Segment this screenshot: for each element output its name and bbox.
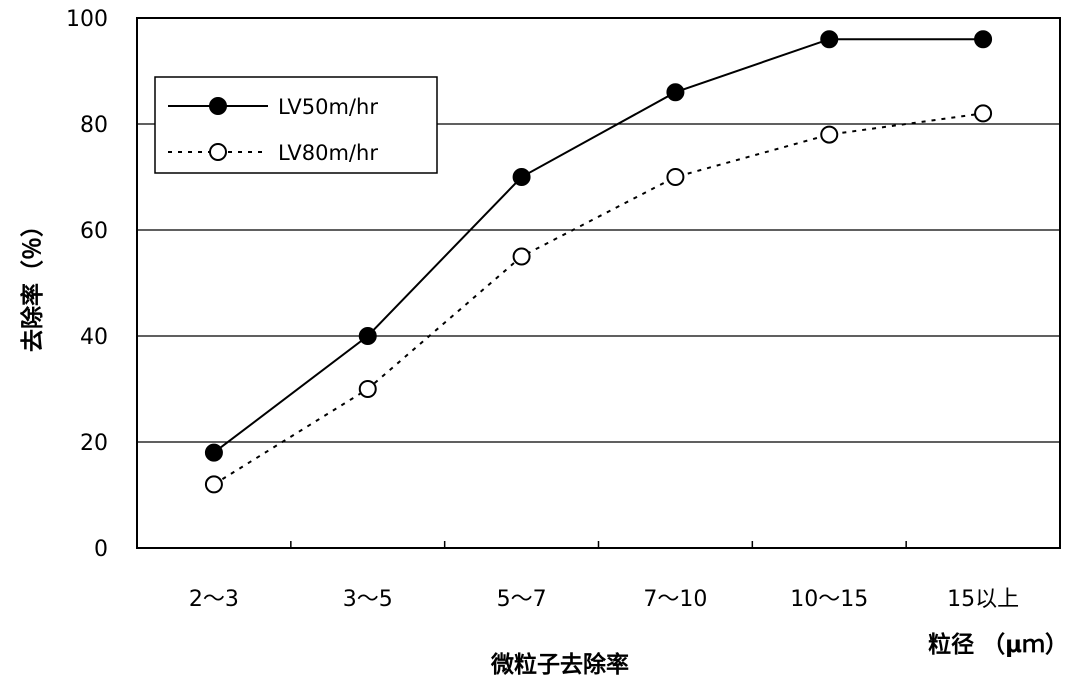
data-point: [512, 168, 531, 186]
data-point: [358, 380, 377, 398]
x-tick-label: 15以上: [947, 587, 1019, 612]
series-line-2: [213, 112, 984, 486]
data-point: [204, 443, 223, 462]
series-layer: [204, 30, 993, 494]
x-tick-label: 3～5: [343, 587, 393, 612]
data-point: [512, 247, 531, 266]
data-point: [666, 83, 685, 102]
chart-caption: 微粒子去除率: [490, 651, 629, 678]
y-tick-label: 20: [80, 431, 108, 456]
y-tick-label: 100: [66, 7, 108, 32]
legend-marker: [209, 143, 227, 161]
legend-label: LV80m/hr: [278, 141, 378, 165]
data-point: [974, 104, 993, 123]
legend-label: LV50m/hr: [278, 95, 378, 119]
y-tick-label: 40: [80, 325, 108, 350]
data-point: [820, 125, 839, 144]
legend: LV50m/hr LV80m/hr: [154, 76, 438, 174]
y-tick-label: 0: [94, 537, 108, 562]
legend-marker: [209, 97, 227, 115]
data-point: [666, 168, 685, 186]
x-tick-label: 10～15: [790, 587, 868, 612]
y-tick-label: 80: [80, 113, 108, 138]
y-axis-tick-labels: 0 20 40 60 80 100: [66, 7, 108, 562]
x-tick-label: 7～10: [643, 587, 707, 612]
y-axis-title: 去除率（％）: [19, 214, 46, 352]
x-axis-ticks: [290, 541, 907, 548]
data-point: [358, 327, 377, 345]
x-axis-tick-labels: 2～3 3～5 5～7 7～10 10～15 15以上: [189, 587, 1019, 612]
x-tick-label: 5～7: [497, 587, 547, 612]
x-tick-label: 2～3: [189, 587, 239, 612]
series-line-1: [213, 38, 984, 454]
x-axis-title: 粒径 （μｍ）: [928, 631, 1068, 658]
data-point: [204, 475, 223, 494]
data-point: [974, 30, 993, 49]
legend-box: [154, 76, 438, 174]
y-tick-label: 60: [80, 219, 108, 244]
data-point: [820, 30, 839, 49]
